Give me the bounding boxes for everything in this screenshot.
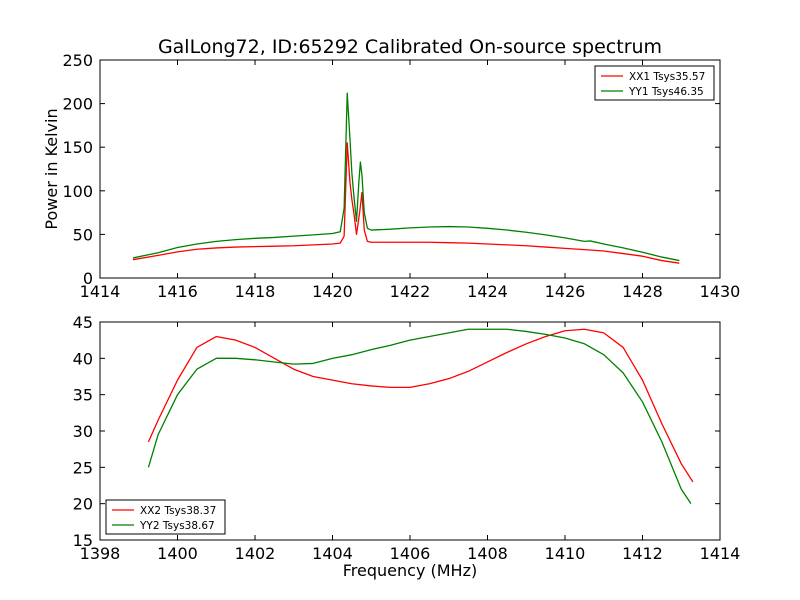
x-tick-label: 1408 <box>467 544 508 563</box>
x-tick-label: 1406 <box>390 544 431 563</box>
y-tick-label: 35 <box>73 386 93 405</box>
legend-label-2: YY2 Tsys38.67 <box>139 520 215 532</box>
legend-box <box>594 65 715 101</box>
y-tick-label: 15 <box>73 531 93 550</box>
x-axis-title: Frequency (MHz) <box>343 561 477 580</box>
legend: XX2 Tsys38.37 YY2 Tsys38.67 <box>105 499 226 535</box>
x-tick-label: 1426 <box>545 282 586 301</box>
x-tick-label: 1414 <box>80 282 121 301</box>
x-tick-label: 1410 <box>545 544 586 563</box>
y-tick-label: 250 <box>62 51 93 70</box>
figure-title: GalLong72, ID:65292 Calibrated On-source… <box>158 36 662 58</box>
x-tick-label: 1416 <box>157 282 198 301</box>
legend: XX1 Tsys35.57 YY1 Tsys46.35 <box>594 65 715 101</box>
legend-box <box>105 499 226 535</box>
x-tick-label: 1402 <box>235 544 276 563</box>
plots: 1414 1416 1418 1420 1422 1424 1426 1428 1430 0 50 1… <box>42 51 740 580</box>
series-line-1 <box>132 142 680 264</box>
x-tick-label: 1400 <box>157 544 198 563</box>
legend-label-1: XX1 Tsys35.57 <box>629 71 705 83</box>
y-tick-label: 100 <box>62 182 93 201</box>
series-line-2 <box>132 92 680 262</box>
x-tick-label: 1404 <box>312 544 353 563</box>
y-tick-label: 20 <box>73 495 93 514</box>
x-tick-label: 1420 <box>312 282 353 301</box>
x-tick-label: 1412 <box>622 544 663 563</box>
x-tick-label: 1424 <box>467 282 508 301</box>
x-tick-label: 1422 <box>390 282 431 301</box>
y-tick-label: 0 <box>83 269 93 288</box>
y-tick-label: 45 <box>73 313 93 332</box>
x-tick-label: 1418 <box>235 282 276 301</box>
x-tick-label: 1430 <box>700 282 741 301</box>
legend-label-2: YY1 Tsys46.35 <box>628 86 704 98</box>
chart-panel-2: 1398 1400 1402 1404 1406 1408 1410 1412 1414 15 20… <box>73 313 741 580</box>
y-tick-label: 200 <box>62 95 93 114</box>
y-tick-label: 25 <box>73 458 93 477</box>
chart-panel-1: 1414 1416 1418 1420 1422 1424 1426 1428 1430 0 50 1… <box>42 51 740 301</box>
x-tick-label: 1428 <box>622 282 663 301</box>
y-tick-label: 50 <box>73 225 93 244</box>
legend-label-1: XX2 Tsys38.37 <box>140 505 216 517</box>
y-tick-label: 30 <box>73 422 93 441</box>
series-line-2 <box>147 328 692 505</box>
y-tick-label: 40 <box>73 349 93 368</box>
series-line-1 <box>147 328 694 483</box>
x-tick-label: 1398 <box>80 544 121 563</box>
y-axis-title: Power in Kelvin <box>42 108 61 229</box>
y-tick-label: 150 <box>62 138 93 157</box>
x-tick-label: 1414 <box>700 544 741 563</box>
